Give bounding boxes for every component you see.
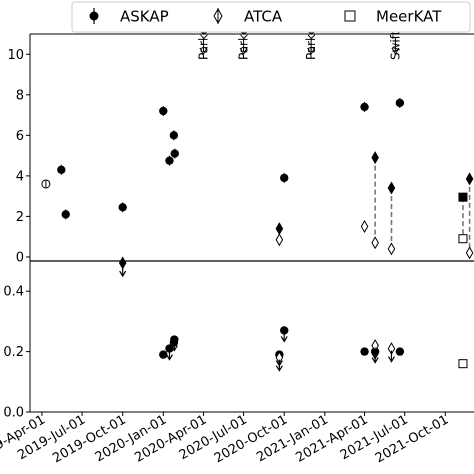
askap-point [118, 203, 127, 212]
askap-limit-arrow-head [119, 270, 127, 278]
atca-point [387, 242, 396, 256]
upper-y-tick-label: 8 [16, 88, 24, 103]
annotation-arrow-head [391, 47, 400, 55]
legend-box [71, 1, 471, 33]
askap-point [170, 149, 179, 158]
legend-marker-meerkat [344, 10, 356, 22]
askap-lower-limit-point [170, 335, 179, 344]
askap-lower-limit-arrow-head [170, 345, 178, 352]
lower-y-tick-label: 0.4 [3, 285, 24, 300]
upper-y-tick-label: 0 [16, 250, 24, 265]
askap-limit-point [387, 181, 396, 195]
legend-label-meerkat: MeerKAT [376, 8, 442, 26]
annotation-arrow-head [199, 47, 208, 55]
atca-lower-limit-arrow-head [275, 365, 283, 372]
askap-lower-limit-arrow-head [371, 357, 379, 364]
legend-label-atca: ATCA [244, 8, 283, 26]
askap-limit-point [465, 172, 474, 186]
upper-y-tick-label: 6 [16, 129, 24, 144]
upper-y-tick-label: 2 [16, 210, 24, 225]
annotation-arrow-head [239, 47, 248, 55]
askap-point [395, 98, 405, 108]
askap-point [280, 173, 289, 183]
annotation-swift: Swift [388, 30, 402, 60]
legend: ASKAP ATCA MeerKAT [71, 1, 471, 33]
lower-y-tick-label: 0.2 [3, 345, 24, 360]
askap-lower-point [159, 350, 168, 359]
atca-lower-limit-arrow-head [371, 353, 379, 360]
askap-point [165, 156, 174, 165]
askap-limit-point [275, 222, 284, 236]
askap-lower-point [395, 347, 405, 356]
askap-lower-point [360, 347, 369, 356]
atca-point [360, 220, 369, 234]
meerkat-point [458, 234, 468, 244]
atca-point [371, 236, 379, 250]
atca-point [465, 246, 474, 260]
upper-y-tick-label: 4 [16, 169, 24, 184]
legend-label-askap: ASKAP [120, 8, 169, 26]
atca-lower-limit-arrow-head [387, 356, 395, 363]
lower-y-tick-label: 0.0 [3, 406, 24, 421]
askap-point [61, 210, 70, 219]
askap-point [360, 102, 369, 112]
askap-limit-point [371, 151, 379, 165]
askap-point [159, 106, 168, 116]
meerkat-lower-point [458, 359, 468, 369]
axes: 02468100.00.20.42019-Apr-012019-Jul-0120… [0, 33, 474, 466]
atca-point [275, 233, 284, 247]
askap-point [57, 165, 66, 174]
askap-lower-limit-arrow-head [165, 354, 173, 361]
data-marks: Parkes Parkes Parkes Swift [41, 21, 474, 372]
upper-y-tick-label: 10 [7, 48, 24, 63]
annotation-arrow-head [307, 47, 316, 55]
askap-lower-limit-arrow-head [280, 336, 288, 343]
askap-lower-limit-point [280, 326, 289, 335]
askap-point [169, 131, 179, 140]
meerkat-point-filled [458, 192, 468, 202]
